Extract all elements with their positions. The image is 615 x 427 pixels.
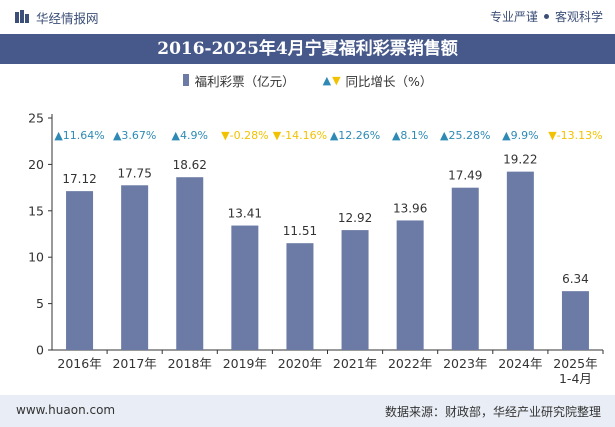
y-tick-label: 20 — [28, 157, 44, 172]
bar — [506, 171, 534, 350]
growth-label: ▲11.64% — [54, 129, 104, 142]
y-tick-label: 15 — [28, 203, 44, 218]
tagline-dot-icon — [543, 14, 549, 19]
growth-label: ▲3.67% — [113, 129, 156, 142]
legend-down-triangle-icon: ▼ — [332, 73, 341, 87]
x-tick-label: 2020年 — [278, 356, 322, 371]
bar-chart: 0 5 10 15 20 25 17.12 2016年 ▲11.64% 17.75 2017年 ▲3.… — [28, 111, 604, 386]
x-tick-label: 2016年 — [57, 356, 101, 371]
growth-label: ▲9.9% — [502, 129, 538, 142]
bar-data-label: 6.34 — [562, 272, 589, 286]
y-tick-label: 0 — [36, 343, 44, 358]
legend-up-triangle-icon: ▲ — [322, 73, 332, 87]
x-tick-label: 2022年 — [388, 356, 432, 371]
brand-logo-icon — [15, 10, 29, 23]
x-tick-label: 2018年 — [168, 356, 212, 371]
bar-data-label: 17.49 — [448, 169, 482, 183]
footer-source: 数据来源：财政部，华经产业研究院整理 — [384, 405, 601, 419]
bar — [286, 243, 314, 350]
growth-label: ▼-13.13% — [548, 129, 602, 142]
bar — [231, 225, 259, 350]
bar-data-label: 17.12 — [62, 172, 96, 186]
growth-label: ▼-14.16% — [273, 129, 327, 142]
bar-data-label: 17.75 — [117, 166, 151, 180]
footer: www.huaon.com 数据来源：财政部，华经产业研究院整理 — [0, 395, 615, 427]
growth-label: ▲8.1% — [392, 129, 428, 142]
footer-website[interactable]: www.huaon.com — [16, 403, 116, 417]
y-tick-label: 5 — [36, 296, 44, 311]
bar-data-label: 12.92 — [338, 211, 372, 225]
bar-data-label: 13.96 — [393, 201, 427, 215]
legend-growth-label: 同比增长（%） — [345, 73, 433, 89]
tagline-right: 客观科学 — [554, 10, 603, 24]
bar-data-label: 11.51 — [283, 224, 317, 238]
x-tick-label: 1-4月 — [559, 371, 592, 386]
bar — [451, 187, 479, 350]
bar — [341, 230, 369, 350]
x-tick-label: 2019年 — [223, 356, 267, 371]
tagline: 专业严谨 客观科学 — [490, 8, 603, 25]
y-tick-label: 25 — [28, 111, 44, 126]
bar-data-label: 13.41 — [228, 207, 262, 221]
legend: 福利彩票（亿元） ▲ ▼ 同比增长（%） — [0, 70, 615, 90]
growth-label: ▲25.28% — [440, 129, 490, 142]
bar-data-label: 19.22 — [503, 153, 537, 167]
y-tick-label: 10 — [28, 250, 44, 265]
legend-bar-label: 福利彩票（亿元） — [194, 73, 295, 89]
legend-bar-swatch-icon — [182, 74, 189, 86]
growth-label: ▲4.9% — [172, 129, 208, 142]
bar-data-label: 18.62 — [173, 158, 207, 172]
legend-item-growth[interactable]: ▲ ▼ 同比增长（%） — [323, 71, 433, 90]
x-tick-label: 2021年 — [333, 356, 377, 371]
bar — [121, 185, 149, 350]
title-band: 2016-2025年4月宁夏福利彩票销售额 — [0, 34, 615, 64]
x-tick-label: 2025年 — [553, 356, 597, 371]
bar — [561, 291, 589, 350]
growth-label: ▲12.26% — [330, 129, 380, 142]
chart-title: 2016-2025年4月宁夏福利彩票销售额 — [157, 39, 458, 59]
top-bar: 华经情报网 专业严谨 客观科学 — [0, 0, 615, 34]
tagline-left: 专业严谨 — [489, 10, 538, 24]
x-tick-label: 2024年 — [498, 356, 542, 371]
bar — [176, 177, 204, 350]
bar — [66, 191, 94, 350]
x-tick-label: 2023年 — [443, 356, 487, 371]
brand[interactable]: 华经情报网 — [14, 8, 99, 26]
bar — [396, 220, 424, 350]
legend-item-bar[interactable]: 福利彩票（亿元） — [182, 71, 295, 90]
brand-name: 华经情报网 — [36, 10, 99, 26]
x-tick-label: 2017年 — [112, 356, 156, 371]
growth-label: ▼-0.28% — [221, 129, 268, 142]
